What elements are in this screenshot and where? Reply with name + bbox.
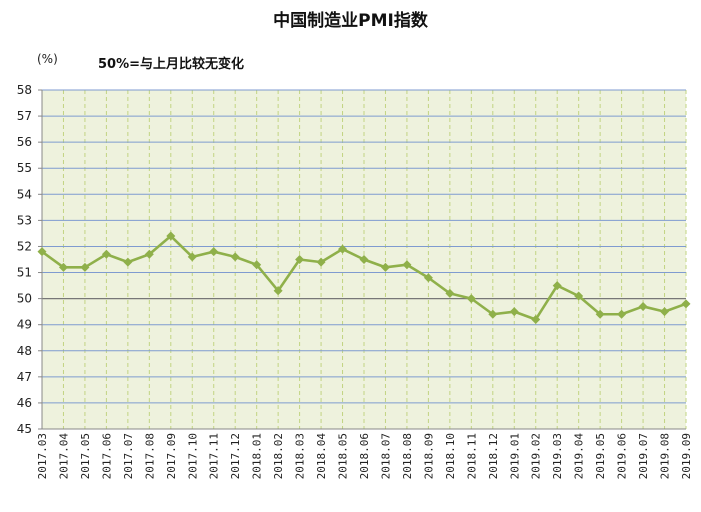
data-point — [531, 314, 541, 324]
data-point — [166, 231, 176, 241]
data-point — [144, 249, 154, 259]
data-point — [230, 252, 240, 262]
y-tick-label: 48 — [17, 344, 32, 358]
y-tick-label: 46 — [17, 396, 32, 410]
x-tick-label: 2018.03 — [294, 433, 307, 479]
data-point — [617, 309, 627, 319]
x-tick-label: 2017.06 — [100, 433, 113, 479]
x-tick-label: 2019.02 — [530, 433, 543, 479]
x-tick-label: 2019.05 — [594, 433, 607, 479]
x-tick-label: 2017.07 — [122, 433, 135, 479]
y-tick-label: 49 — [17, 318, 32, 332]
data-point — [552, 281, 562, 291]
x-tick-label: 2018.06 — [358, 433, 371, 479]
data-point — [209, 247, 219, 257]
y-tick-label: 55 — [17, 161, 32, 175]
data-point — [509, 307, 519, 317]
x-tick-label: 2018.07 — [379, 433, 392, 479]
data-point — [37, 247, 47, 257]
horizontal-gridlines — [42, 89, 686, 404]
y-tick-label: 57 — [17, 109, 32, 123]
x-tick-label: 2019.06 — [616, 433, 629, 479]
data-point — [638, 301, 648, 311]
data-point — [123, 257, 133, 267]
x-tick-label: 2018.04 — [315, 433, 328, 480]
x-tick-label: 2019.04 — [573, 433, 586, 480]
y-tick-label: 56 — [17, 135, 32, 149]
x-tick-label: 2019.01 — [508, 433, 521, 479]
y-tick-label: 45 — [17, 422, 32, 436]
x-tick-label: 2017.09 — [165, 433, 178, 479]
data-point — [359, 255, 369, 264]
y-axis-unit-label: (%) — [37, 52, 58, 66]
data-point — [80, 262, 90, 272]
x-tick-label: 2018.08 — [401, 433, 414, 479]
data-point — [445, 288, 455, 298]
x-tick-label: 2017.08 — [143, 433, 156, 479]
x-tick-label: 2018.09 — [422, 433, 435, 479]
y-tick-label: 47 — [17, 370, 32, 384]
x-tick-label: 2017.03 — [36, 433, 49, 479]
x-tick-label: 2017.11 — [208, 433, 221, 479]
data-point — [574, 291, 584, 301]
data-point — [295, 255, 305, 264]
data-point — [488, 309, 498, 319]
data-point — [273, 286, 283, 296]
data-point — [681, 299, 691, 309]
x-tick-label: 2019.03 — [551, 433, 564, 479]
data-point — [101, 249, 111, 259]
vertical-gridlines — [62, 90, 687, 429]
y-tick-label: 50 — [17, 292, 32, 306]
x-tick-label: 2019.07 — [637, 433, 650, 479]
x-tick-label: 2018.05 — [337, 433, 350, 479]
data-point — [252, 260, 262, 270]
x-tick-label: 2017.05 — [79, 433, 92, 479]
series-pmi — [37, 231, 691, 324]
data-point — [380, 262, 390, 272]
x-tick-label: 2018.01 — [251, 433, 264, 479]
x-tick-label: 2018.11 — [465, 433, 478, 479]
data-point — [595, 309, 605, 319]
y-tick-label: 53 — [17, 213, 32, 227]
data-point — [423, 273, 433, 283]
x-tick-label: 2017.12 — [229, 433, 242, 479]
x-tick-label: 2018.12 — [487, 433, 500, 479]
y-tick-label: 54 — [17, 187, 32, 201]
data-point — [316, 257, 326, 267]
chart-title: 中国制造业PMI指数 — [273, 11, 428, 31]
data-point — [466, 294, 476, 304]
x-tick-label: 2019.09 — [680, 433, 693, 479]
chart-note: 50%=与上月比较无变化 — [98, 57, 245, 72]
x-tick-label: 2019.08 — [659, 433, 672, 479]
data-point — [660, 307, 670, 317]
axes — [38, 89, 686, 430]
data-point — [187, 252, 197, 262]
y-tick-label: 51 — [17, 266, 32, 280]
data-point — [338, 244, 348, 254]
data-point — [58, 262, 68, 272]
data-point — [402, 260, 412, 270]
x-tick-labels: 2017.03 2017.04 2017.05 2017.06 2017.07 2017.… — [36, 433, 693, 480]
x-tick-label: 2018.10 — [444, 433, 457, 479]
x-tick-label: 2017.10 — [186, 433, 199, 479]
y-tick-label: 52 — [17, 239, 32, 253]
x-tick-label: 2018.02 — [272, 433, 285, 479]
y-tick-labels: 45 46 47 48 49 50 51 52 53 54 55 56 57 58 — [17, 83, 32, 436]
y-tick-label: 58 — [17, 83, 32, 97]
x-tick-label: 2017.04 — [57, 433, 70, 480]
